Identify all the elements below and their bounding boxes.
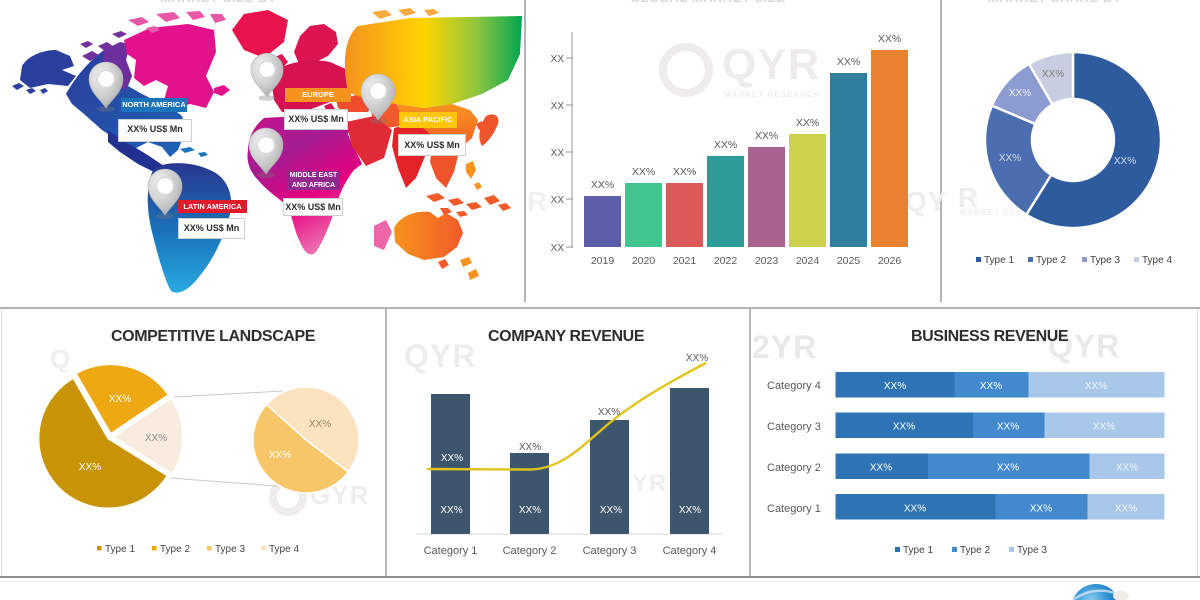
svg-text:XX%: XX% [79, 462, 101, 473]
svg-text:Category 1: Category 1 [767, 503, 821, 515]
svg-text:XX%: XX% [1030, 504, 1052, 515]
svg-text:XX%: XX% [1115, 504, 1137, 515]
svg-text:XX: XX [551, 148, 565, 159]
svg-text:XX%: XX% [145, 433, 167, 444]
svg-text:Type 2: Type 2 [1036, 255, 1066, 266]
svg-text:Category 3: Category 3 [583, 545, 637, 557]
svg-text:XX%: XX% [837, 56, 860, 68]
svg-text:2026: 2026 [878, 255, 902, 267]
svg-text:XX%: XX% [440, 505, 462, 516]
svg-text:XX%: XX% [999, 153, 1021, 164]
svg-text:XX: XX [551, 195, 565, 206]
svg-text:XX%: XX% [686, 353, 708, 364]
svg-text:2021: 2021 [673, 255, 697, 267]
svg-text:Type 3: Type 3 [1017, 545, 1047, 556]
svg-text:XX%: XX% [591, 179, 614, 191]
svg-text:2022: 2022 [714, 255, 738, 267]
svg-text:Type 1: Type 1 [903, 545, 933, 556]
svg-text:Type 2: Type 2 [960, 545, 990, 556]
svg-text:XX%: XX% [1042, 69, 1064, 80]
svg-text:Type 4: Type 4 [269, 544, 299, 555]
svg-text:2019: 2019 [591, 255, 615, 267]
svg-text:Type 4: Type 4 [1142, 255, 1172, 266]
svg-text:XX: XX [551, 54, 565, 65]
svg-text:XX%: XX% [519, 442, 541, 453]
svg-text:XX%: XX% [997, 463, 1019, 474]
svg-text:Type 1: Type 1 [984, 255, 1014, 266]
svg-text:XX: XX [551, 101, 565, 112]
svg-text:XX%: XX% [893, 422, 915, 433]
svg-text:Category 1: Category 1 [424, 545, 478, 557]
svg-text:XX%: XX% [600, 505, 622, 516]
svg-text:Type 3: Type 3 [215, 544, 245, 555]
svg-text:2024: 2024 [796, 255, 820, 267]
svg-text:XX: XX [551, 243, 565, 254]
svg-text:Category 4: Category 4 [663, 545, 717, 557]
svg-text:XX%: XX% [598, 407, 620, 418]
svg-text:XX%: XX% [980, 381, 1002, 392]
svg-text:XX%: XX% [884, 381, 906, 392]
svg-text:XX%: XX% [673, 166, 696, 178]
svg-text:Category 3: Category 3 [767, 421, 821, 433]
svg-text:XX%: XX% [632, 166, 655, 178]
svg-text:XX%: XX% [1114, 156, 1136, 167]
svg-text:Type 3: Type 3 [1090, 255, 1120, 266]
svg-text:XX%: XX% [755, 130, 778, 142]
svg-text:XX%: XX% [904, 504, 926, 515]
svg-text:XX%: XX% [519, 505, 541, 516]
svg-text:XX%: XX% [796, 117, 819, 129]
svg-text:XX%: XX% [997, 422, 1019, 433]
svg-text:XX%: XX% [878, 33, 901, 45]
svg-text:Type 2: Type 2 [160, 544, 190, 555]
svg-text:2025: 2025 [837, 255, 861, 267]
svg-text:2023: 2023 [755, 255, 779, 267]
svg-text:XX%: XX% [1085, 381, 1107, 392]
svg-text:Category 4: Category 4 [767, 380, 821, 392]
svg-text:XX%: XX% [1116, 463, 1138, 474]
svg-text:XX%: XX% [309, 419, 331, 430]
svg-text:XX%: XX% [441, 453, 463, 464]
svg-text:XX%: XX% [109, 394, 131, 405]
svg-text:2020: 2020 [632, 255, 656, 267]
svg-text:Category 2: Category 2 [503, 545, 557, 557]
svg-text:XX%: XX% [679, 505, 701, 516]
svg-text:Category 2: Category 2 [767, 462, 821, 474]
svg-text:XX%: XX% [870, 463, 892, 474]
svg-text:Type 1: Type 1 [105, 544, 135, 555]
svg-text:XX%: XX% [1009, 88, 1031, 99]
svg-text:XX%: XX% [714, 139, 737, 151]
svg-text:XX%: XX% [1093, 422, 1115, 433]
svg-text:XX%: XX% [269, 450, 291, 461]
